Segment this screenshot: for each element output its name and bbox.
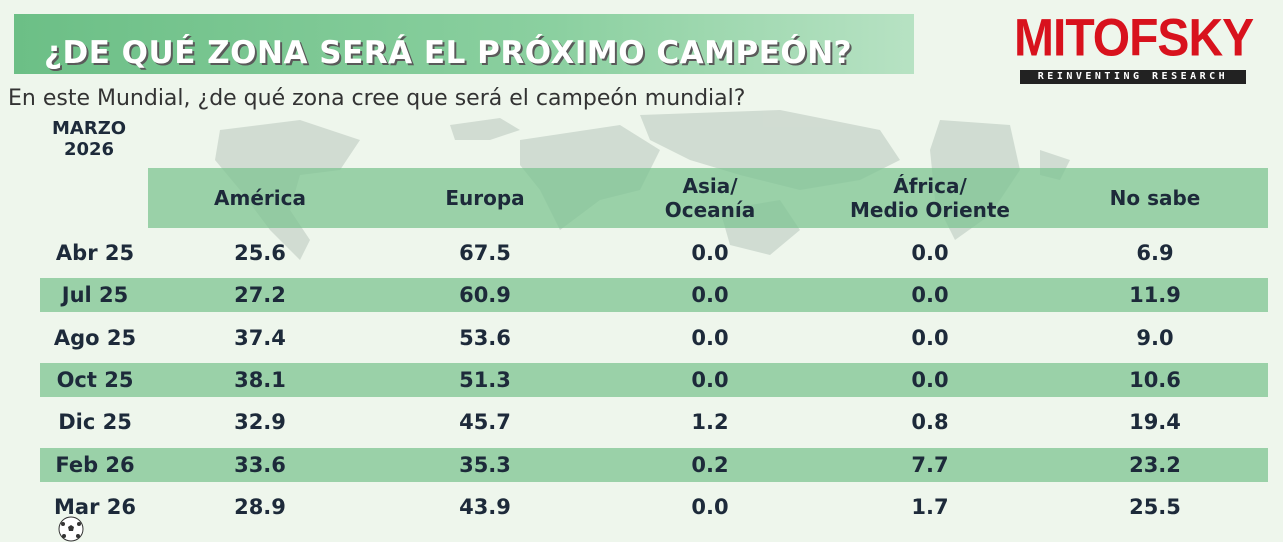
- cell-asia-oceania: 0.0: [691, 325, 729, 350]
- row-band: [40, 278, 1268, 313]
- row-label: Feb 26: [55, 452, 135, 477]
- page-title: ¿DE QUÉ ZONA SERÁ EL PRÓXIMO CAMPEÓN?: [44, 35, 853, 71]
- cell-africa-medio-oriente: 0.8: [911, 410, 949, 435]
- survey-period: MARZO 2026: [52, 118, 126, 160]
- logo-name: MITOFSKY: [1014, 9, 1254, 68]
- cell-europa: 51.3: [459, 367, 511, 392]
- cell-america: 27.2: [234, 283, 286, 308]
- cell-europa: 45.7: [459, 410, 511, 435]
- row-label: Mar 26: [54, 494, 136, 519]
- row-label: Ago 25: [53, 325, 137, 350]
- row-label: Oct 25: [56, 367, 134, 392]
- row-label: Jul 25: [61, 283, 129, 308]
- cell-asia-oceania: 0.0: [691, 367, 729, 392]
- cell-no-sabe: 9.0: [1136, 325, 1174, 350]
- logo-tagline: REINVENTING RESEARCH: [1020, 70, 1246, 84]
- cell-no-sabe: 23.2: [1129, 452, 1181, 477]
- row-band: [40, 447, 1268, 482]
- row-band: [40, 362, 1268, 397]
- mitofsky-logo: MITOFSKY REINVENTING RESEARCH: [1014, 9, 1254, 86]
- cell-africa-medio-oriente: 0.0: [911, 241, 949, 265]
- cell-africa-medio-oriente: 0.0: [911, 325, 949, 350]
- cell-africa-medio-oriente: 0.0: [911, 367, 949, 392]
- cell-europa: 35.3: [459, 452, 511, 477]
- table-row: Abr 25 25.6 67.5 0.0 0.0 6.9: [0, 234, 1283, 272]
- cell-africa-medio-oriente: 1.7: [911, 494, 949, 519]
- table-row: Jul 25 27.2 60.9 0.0 0.0 11.9: [0, 276, 1283, 314]
- cell-america: 25.6: [234, 241, 286, 265]
- column-header-asia-oceania: Asia/Oceanía: [664, 174, 756, 222]
- table-row: Feb 26 33.6 35.3 0.2 7.7 23.2: [0, 446, 1283, 484]
- period-month: MARZO: [52, 118, 127, 139]
- cell-europa: 43.9: [459, 494, 511, 519]
- cell-no-sabe: 25.5: [1129, 494, 1181, 519]
- column-header-america: América: [214, 186, 306, 210]
- table-row: Dic 25 32.9 45.7 1.2 0.8 19.4: [0, 403, 1283, 441]
- table-row: Oct 25 38.1 51.3 0.0 0.0 10.6: [0, 361, 1283, 399]
- column-header-no-sabe: No sabe: [1109, 186, 1201, 210]
- cell-no-sabe: 10.6: [1129, 367, 1181, 392]
- column-header-europa: Europa: [445, 186, 525, 210]
- cell-america: 33.6: [234, 452, 286, 477]
- cell-asia-oceania: 1.2: [691, 410, 729, 435]
- column-header-africa-medio-oriente: África/Medio Oriente: [850, 174, 1010, 222]
- soccer-ball-icon: [58, 516, 84, 542]
- row-label: Dic 25: [58, 410, 132, 435]
- period-year: 2026: [63, 139, 115, 160]
- cell-no-sabe: 11.9: [1129, 283, 1181, 308]
- table-row: Mar 26 28.9 43.9 0.0 1.7 25.5: [0, 488, 1283, 526]
- cell-europa: 67.5: [459, 241, 511, 265]
- cell-asia-oceania: 0.0: [691, 494, 729, 519]
- cell-europa: 53.6: [459, 325, 511, 350]
- cell-america: 37.4: [234, 325, 286, 350]
- table-header-band: [148, 168, 1268, 228]
- cell-america: 32.9: [234, 410, 286, 435]
- cell-asia-oceania: 0.0: [691, 241, 729, 265]
- cell-america: 28.9: [234, 494, 286, 519]
- cell-asia-oceania: 0.0: [691, 283, 729, 308]
- cell-europa: 60.9: [459, 283, 511, 308]
- row-label: Abr 25: [55, 241, 135, 265]
- table-row: Ago 25 37.4 53.6 0.0 0.0 9.0: [0, 319, 1283, 357]
- survey-question: En este Mundial, ¿de qué zona cree que s…: [8, 86, 746, 111]
- title-banner: ¿DE QUÉ ZONA SERÁ EL PRÓXIMO CAMPEÓN?: [14, 14, 914, 74]
- cell-america: 38.1: [234, 367, 286, 392]
- cell-no-sabe: 6.9: [1136, 241, 1174, 265]
- cell-africa-medio-oriente: 0.0: [911, 283, 949, 308]
- cell-no-sabe: 19.4: [1129, 410, 1181, 435]
- cell-asia-oceania: 0.2: [691, 452, 729, 477]
- cell-africa-medio-oriente: 7.7: [911, 452, 949, 477]
